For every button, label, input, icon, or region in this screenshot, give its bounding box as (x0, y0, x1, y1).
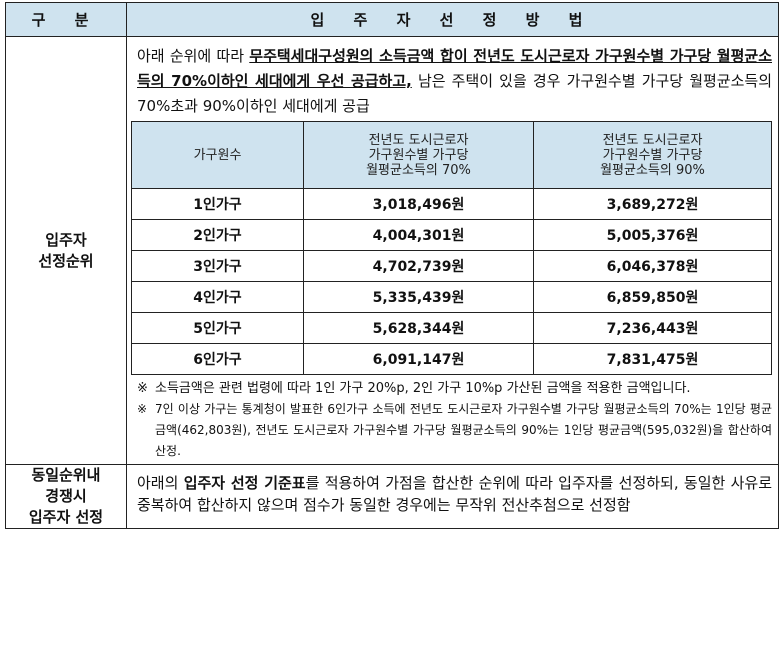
income-90-cell: 5,005,376원 (533, 219, 772, 251)
income-90-cell: 3,689,272원 (533, 188, 772, 220)
selection-method-table: 구 분 입 주 자 선 정 방 법 입주자 선정순위 아래 순위에 따라 무주택… (5, 2, 779, 529)
notes: ※ 소득금액은 관련 법령에 따라 1인 가구 20%p, 2인 가구 10%p… (127, 375, 778, 464)
income-header-household: 가구원수 (131, 121, 304, 189)
table-row: 1인가구 3,018,496원 3,689,272원 (131, 188, 772, 220)
intro-text-bold: 무주택세대구성원의 소득금액 합이 전년도 도시근로자 가구원수별 가구당 월평… (137, 47, 772, 90)
selection-method-table-container: 구 분 입 주 자 선 정 방 법 입주자 선정순위 아래 순위에 따라 무주택… (5, 2, 779, 646)
table-row: 6인가구 6,091,147원 7,831,475원 (131, 343, 772, 375)
section2-label: 동일순위내 경쟁시 입주자 선정 (5, 464, 127, 529)
section1-label-line1: 입주자 (45, 230, 87, 249)
income-70-cell: 5,335,439원 (303, 281, 534, 313)
section2-label-line3: 입주자 선정 (28, 508, 104, 526)
intro-text-2: 남은 주택이 있을 경우 가구원수별 가구당 월평균소득의 70%초과 90%이… (137, 72, 773, 115)
note-item: ※ 소득금액은 관련 법령에 따라 1인 가구 20%p, 2인 가구 10%p… (137, 378, 772, 399)
income-90-cell: 6,046,378원 (533, 250, 772, 282)
income-70-cell: 5,628,344원 (303, 312, 534, 344)
household-size-cell: 2인가구 (131, 219, 304, 251)
table-row: 5인가구 5,628,344원 7,236,443원 (131, 312, 772, 344)
income-70-cell: 4,702,739원 (303, 250, 534, 282)
intro-text-1: 아래 순위에 따라 (137, 47, 250, 65)
section1-label-line2: 선정순위 (38, 251, 94, 270)
header-method: 입 주 자 선 정 방 법 (126, 2, 779, 37)
income-table: 가구원수 전년도 도시근로자 가구원수별 가구당 월평균소득의 70% 전년도 … (131, 121, 772, 375)
note-item: ※ 7인 이상 가구는 통계청이 발표한 6인가구 소득에 전년도 도시근로자 … (137, 399, 772, 462)
table-row: 3인가구 4,702,739원 6,046,378원 (131, 250, 772, 282)
income-90-cell: 6,859,850원 (533, 281, 772, 313)
header-category: 구 분 (5, 2, 127, 37)
household-size-cell: 3인가구 (131, 250, 304, 282)
section2-label-line2: 경쟁시 (45, 487, 87, 505)
household-size-cell: 4인가구 (131, 281, 304, 313)
note-text: 7인 이상 가구는 통계청이 발표한 6인가구 소득에 전년도 도시근로자 가구… (155, 402, 772, 458)
reference-mark-icon: ※ (137, 381, 148, 396)
section1-intro: 아래 순위에 따라 무주택세대구성원의 소득금액 합이 전년도 도시근로자 가구… (127, 37, 778, 121)
income-70-cell: 3,018,496원 (303, 188, 534, 220)
income-header-70: 전년도 도시근로자 가구원수별 가구당 월평균소득의 70% (303, 121, 534, 189)
note-text: 소득금액은 관련 법령에 따라 1인 가구 20%p, 2인 가구 10%p 가… (155, 381, 691, 396)
income-90-cell: 7,236,443원 (533, 312, 772, 344)
section2-text: 아래의 입주자 선정 기준표를 적용하여 가점을 합산한 순위에 따라 입주자를… (137, 474, 773, 514)
income-90-cell: 7,831,475원 (533, 343, 772, 375)
section2-label-line1: 동일순위내 (31, 466, 101, 484)
table-row: 2인가구 4,004,301원 5,005,376원 (131, 219, 772, 251)
household-size-cell: 6인가구 (131, 343, 304, 375)
income-70-cell: 6,091,147원 (303, 343, 534, 375)
section1-label: 입주자 선정순위 (5, 36, 127, 465)
section1-content: 아래 순위에 따라 무주택세대구성원의 소득금액 합이 전년도 도시근로자 가구… (126, 36, 779, 465)
reference-mark-icon: ※ (137, 402, 148, 416)
income-header-90: 전년도 도시근로자 가구원수별 가구당 월평균소득의 90% (533, 121, 772, 189)
household-size-cell: 1인가구 (131, 188, 304, 220)
section2-content: 아래의 입주자 선정 기준표를 적용하여 가점을 합산한 순위에 따라 입주자를… (126, 464, 779, 529)
income-70-cell: 4,004,301원 (303, 219, 534, 251)
table-row: 4인가구 5,335,439원 6,859,850원 (131, 281, 772, 313)
household-size-cell: 5인가구 (131, 312, 304, 344)
income-table-header: 가구원수 전년도 도시근로자 가구원수별 가구당 월평균소득의 70% 전년도 … (131, 121, 772, 189)
selection-criteria-emphasis: 입주자 선정 기준표 (183, 474, 306, 492)
